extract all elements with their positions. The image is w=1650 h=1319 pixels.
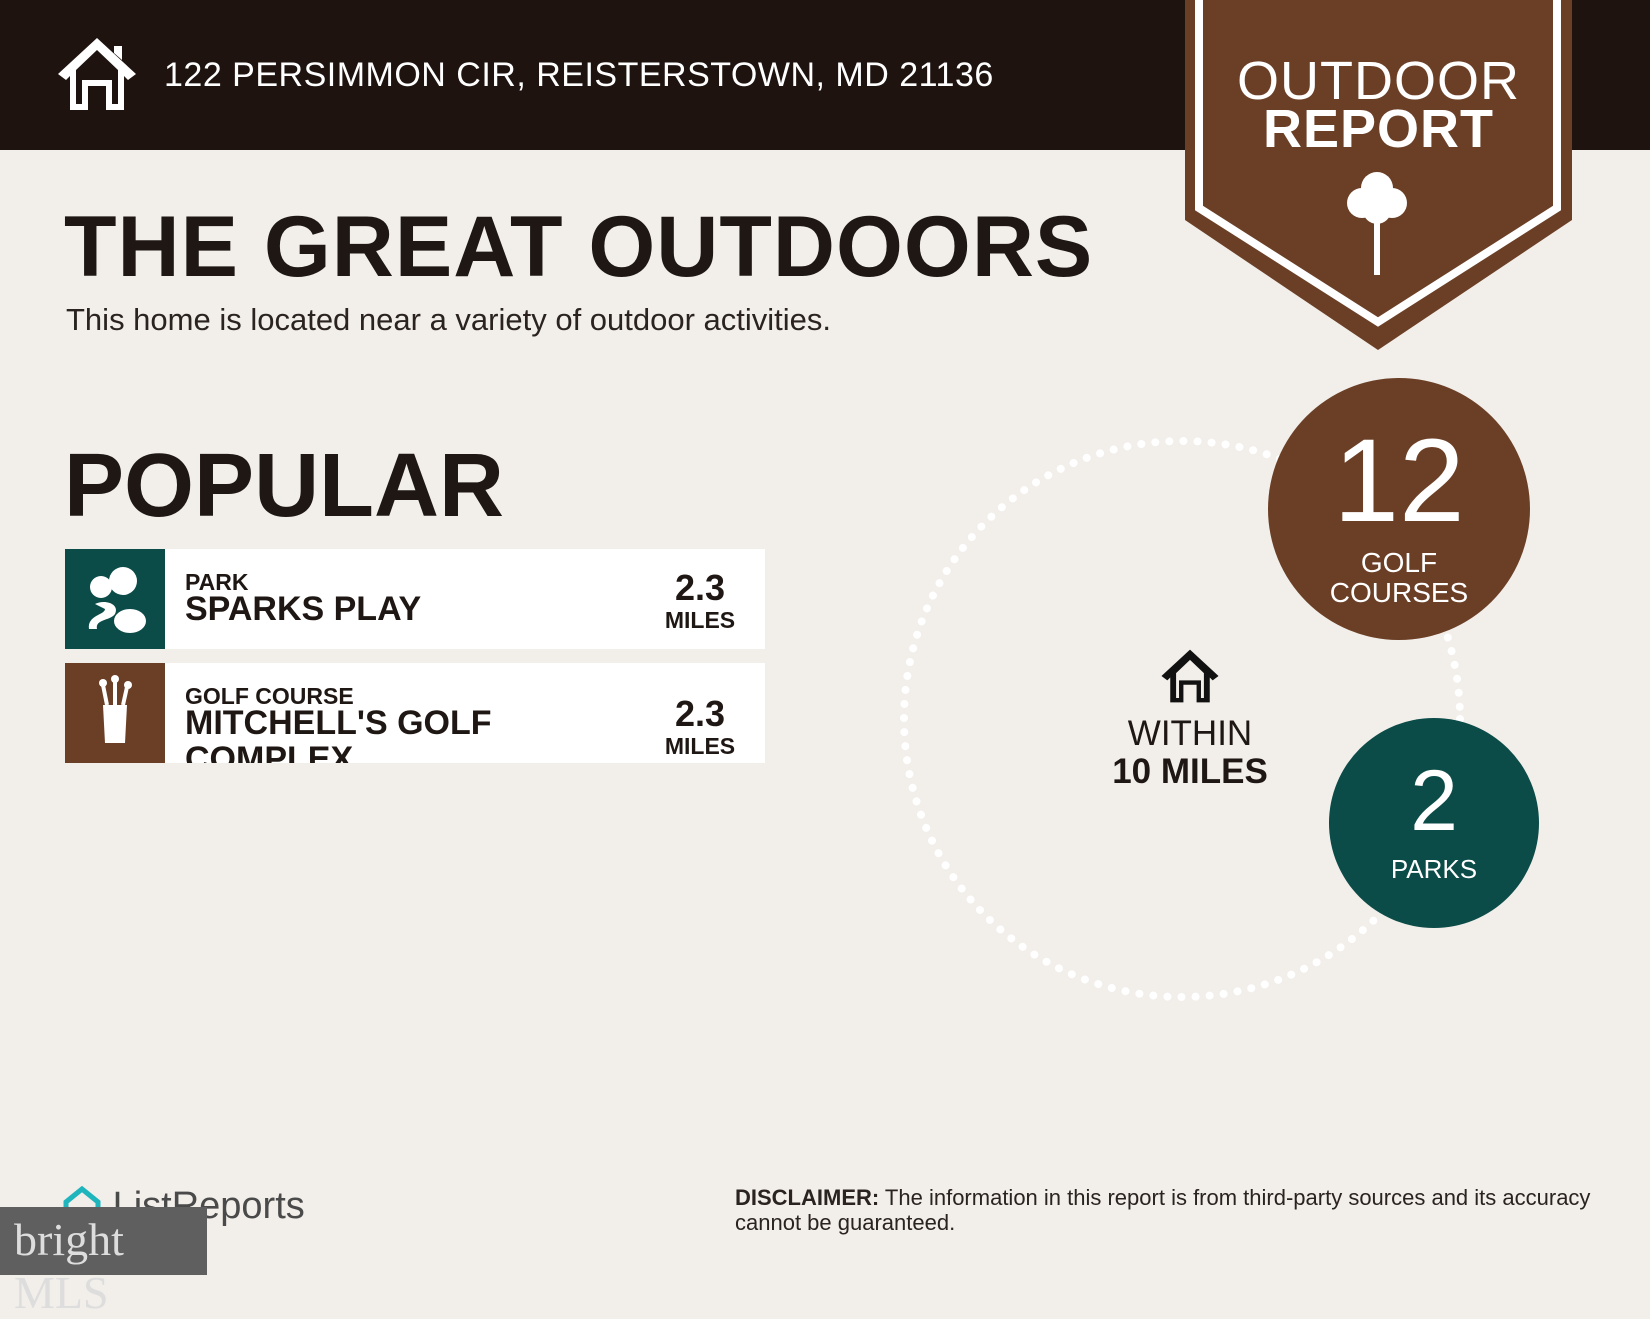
radius-ring bbox=[900, 437, 1464, 1001]
item-distance: 2.3 bbox=[674, 693, 726, 734]
page-subtitle: This home is located near a variety of o… bbox=[66, 302, 832, 337]
item-distance-unit: MILES bbox=[664, 607, 736, 633]
disclaimer: DISCLAIMER: The information in this repo… bbox=[735, 1185, 1615, 1235]
park-icon bbox=[65, 549, 165, 649]
item-distance: 2.3 bbox=[674, 567, 726, 608]
mls-logo-text: bright MLS bbox=[14, 1214, 124, 1318]
item-distance-unit: MILES bbox=[664, 733, 736, 759]
tree-icon bbox=[1347, 172, 1407, 275]
radius-value: 10 MILES bbox=[1112, 752, 1268, 791]
golf-label: COURSES bbox=[1329, 577, 1469, 608]
item-name: SPARKS PLAY bbox=[185, 590, 422, 628]
list-item[interactable]: PARK SPARKS PLAY 2.3 MILES bbox=[65, 549, 765, 649]
disclaimer-text: The information in this report is from t… bbox=[735, 1185, 1591, 1235]
parks-label: PARKS bbox=[1390, 854, 1478, 884]
home-icon bbox=[58, 38, 136, 110]
golf-courses-count-circle: 12 GOLF COURSES bbox=[1268, 378, 1530, 640]
golf-count: 12 bbox=[1333, 415, 1465, 547]
item-type: GOLF COURSE bbox=[185, 683, 354, 709]
badge-title-line2: REPORT bbox=[1262, 99, 1495, 159]
home-icon bbox=[1161, 649, 1219, 703]
disclaimer-label: DISCLAIMER: bbox=[735, 1185, 880, 1210]
property-address: 122 PERSIMMON CIR, REISTERSTOWN, MD 2113… bbox=[164, 56, 994, 94]
item-name: MITCHELL'S GOLF COMPLEX bbox=[185, 704, 492, 763]
golf-bag-icon bbox=[65, 663, 165, 763]
page-title: THE GREAT OUTDOORS bbox=[64, 199, 1094, 295]
parks-count: 2 bbox=[1410, 753, 1458, 849]
badge-title-line1: OUTDOOR bbox=[1237, 51, 1520, 111]
item-type: PARK bbox=[185, 569, 249, 595]
radius-label: WITHIN bbox=[1127, 714, 1253, 753]
bright-mls-logo: bright MLS bbox=[0, 1207, 207, 1318]
list-item[interactable]: GOLF COURSE MITCHELL'S GOLF COMPLEX 2.3 … bbox=[65, 663, 765, 763]
section-heading: POPULAR bbox=[64, 436, 505, 536]
golf-label: GOLF bbox=[1360, 547, 1438, 578]
parks-count-circle: 2 PARKS bbox=[1329, 718, 1539, 928]
